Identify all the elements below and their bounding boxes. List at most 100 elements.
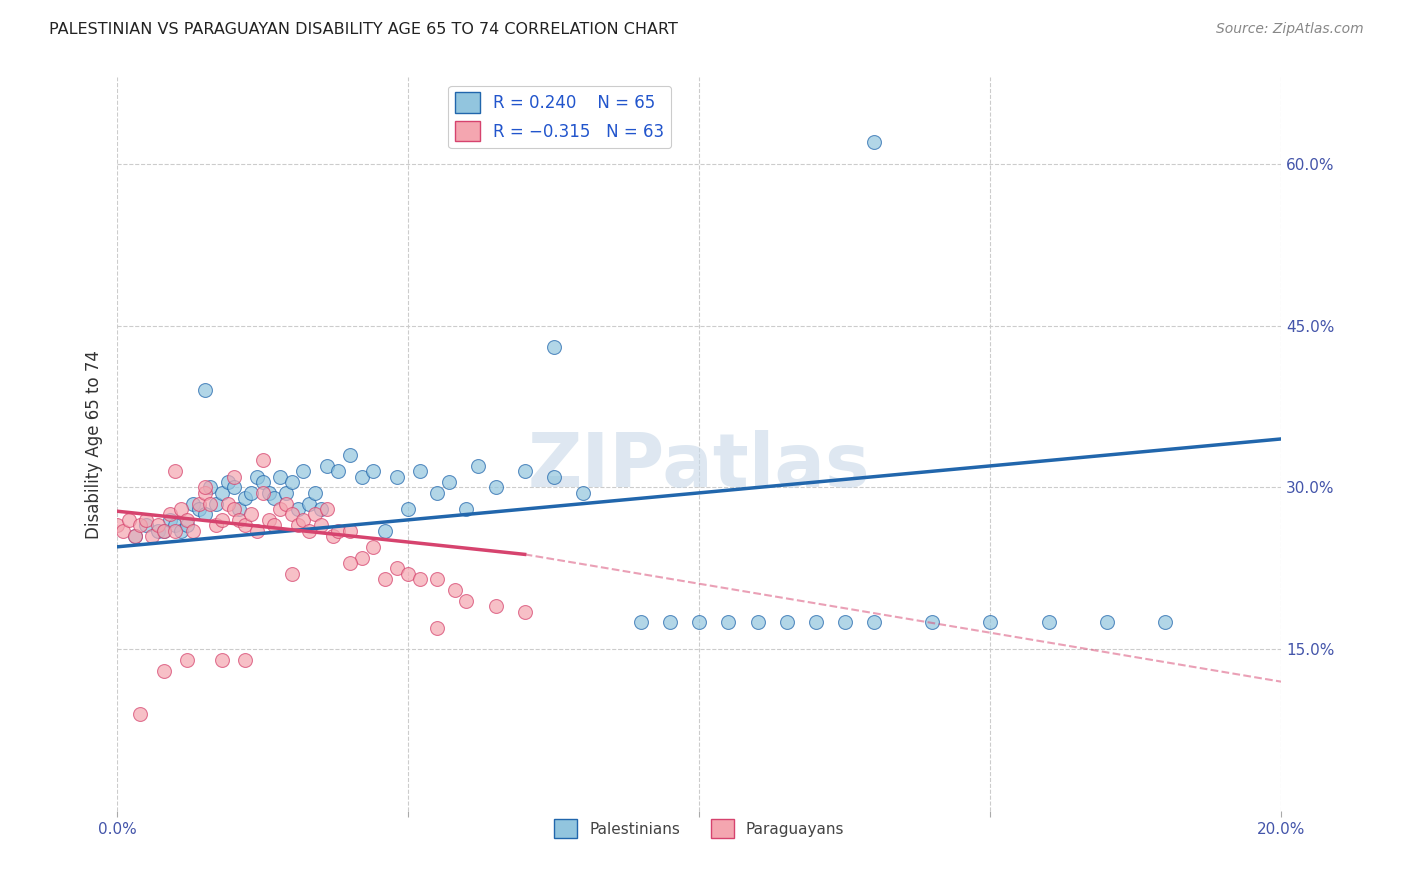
Point — [205, 518, 228, 533]
Point — [339, 448, 361, 462]
Point — [105, 518, 128, 533]
Point — [292, 513, 315, 527]
Point — [374, 572, 396, 586]
Point — [281, 475, 304, 489]
Point — [187, 502, 209, 516]
Point — [135, 513, 157, 527]
Point — [165, 524, 187, 538]
Point — [322, 529, 344, 543]
Point — [339, 556, 361, 570]
Point — [979, 615, 1001, 630]
Point — [484, 599, 506, 614]
Point — [181, 524, 204, 538]
Point — [315, 458, 337, 473]
Text: PALESTINIAN VS PARAGUAYAN DISABILITY AGE 65 TO 74 CORRELATION CHART: PALESTINIAN VS PARAGUAYAN DISABILITY AGE… — [49, 22, 678, 37]
Point — [426, 572, 449, 586]
Point — [252, 475, 274, 489]
Point — [211, 486, 233, 500]
Point — [409, 572, 432, 586]
Point — [274, 486, 297, 500]
Point — [688, 615, 710, 630]
Point — [350, 469, 373, 483]
Point — [396, 502, 419, 516]
Point — [426, 621, 449, 635]
Point — [834, 615, 856, 630]
Point — [146, 524, 169, 538]
Point — [309, 502, 332, 516]
Point — [269, 469, 291, 483]
Point — [863, 135, 886, 149]
Point — [804, 615, 827, 630]
Point — [298, 524, 321, 538]
Point — [135, 518, 157, 533]
Point — [426, 486, 449, 500]
Point — [287, 502, 309, 516]
Point — [176, 513, 198, 527]
Point — [205, 497, 228, 511]
Point — [211, 653, 233, 667]
Point — [252, 453, 274, 467]
Point — [572, 486, 595, 500]
Point — [304, 508, 326, 522]
Point — [152, 524, 174, 538]
Point — [385, 469, 408, 483]
Point — [315, 502, 337, 516]
Point — [484, 480, 506, 494]
Point — [263, 518, 285, 533]
Point — [246, 524, 269, 538]
Text: Source: ZipAtlas.com: Source: ZipAtlas.com — [1216, 22, 1364, 37]
Point — [159, 508, 181, 522]
Point — [287, 518, 309, 533]
Point — [339, 524, 361, 538]
Point — [921, 615, 943, 630]
Point — [328, 524, 350, 538]
Point — [863, 615, 886, 630]
Point — [246, 469, 269, 483]
Legend: Palestinians, Paraguayans: Palestinians, Paraguayans — [548, 813, 851, 844]
Point — [292, 464, 315, 478]
Point — [233, 518, 256, 533]
Point — [240, 508, 263, 522]
Point — [222, 469, 245, 483]
Point — [363, 464, 385, 478]
Point — [200, 497, 222, 511]
Point — [141, 529, 163, 543]
Point — [350, 550, 373, 565]
Point — [146, 518, 169, 533]
Text: ZIPatlas: ZIPatlas — [529, 430, 870, 503]
Point — [233, 491, 256, 506]
Point — [274, 497, 297, 511]
Point — [200, 480, 222, 494]
Point — [193, 384, 215, 398]
Point — [659, 615, 682, 630]
Point — [363, 540, 385, 554]
Point — [281, 508, 304, 522]
Point — [228, 502, 250, 516]
Point — [263, 491, 285, 506]
Point — [456, 502, 478, 516]
Point — [775, 615, 797, 630]
Point — [187, 497, 209, 511]
Point — [176, 518, 198, 533]
Point — [240, 486, 263, 500]
Point — [228, 513, 250, 527]
Point — [443, 582, 465, 597]
Point — [513, 605, 536, 619]
Point — [385, 561, 408, 575]
Point — [118, 513, 141, 527]
Point — [396, 566, 419, 581]
Point — [513, 464, 536, 478]
Point — [437, 475, 460, 489]
Point — [257, 513, 280, 527]
Point — [1038, 615, 1060, 630]
Point — [222, 502, 245, 516]
Point — [269, 502, 291, 516]
Point — [309, 518, 332, 533]
Point — [298, 497, 321, 511]
Point — [111, 524, 134, 538]
Point — [257, 486, 280, 500]
Point — [152, 524, 174, 538]
Point — [467, 458, 489, 473]
Point — [630, 615, 652, 630]
Point — [222, 480, 245, 494]
